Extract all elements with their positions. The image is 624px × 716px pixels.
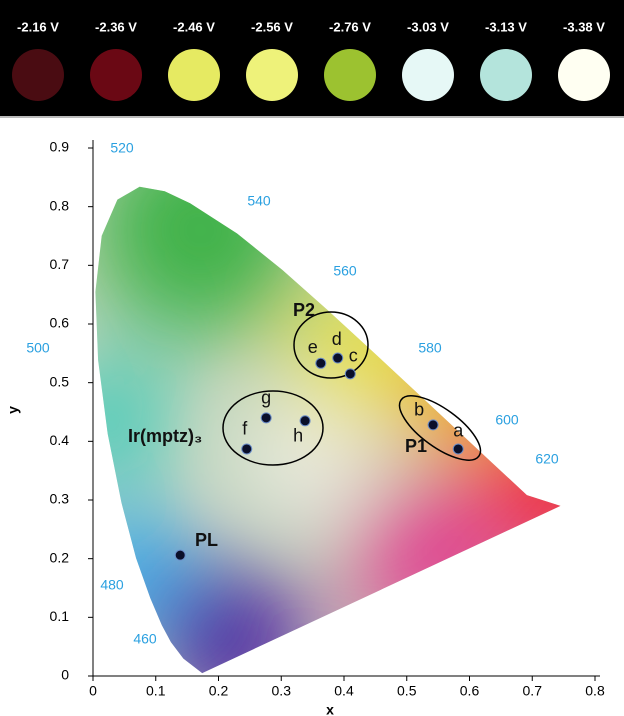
y-tick-label: 0.7 <box>50 256 70 272</box>
wavelength-label: 560 <box>333 263 357 279</box>
photo-label: -2.76 V <box>329 19 371 34</box>
group-ellipse <box>398 395 482 461</box>
point-label: b <box>414 400 424 420</box>
photo <box>246 49 298 101</box>
point-label: c <box>349 346 358 366</box>
point <box>452 443 464 455</box>
point-label: a <box>453 421 464 441</box>
photo <box>558 49 610 101</box>
point-label: f <box>242 419 248 439</box>
point <box>315 357 327 369</box>
group-label: P1 <box>405 436 427 456</box>
point <box>332 352 344 364</box>
y-axis-label: y <box>5 406 21 414</box>
x-tick-label: 0.2 <box>209 683 229 699</box>
y-tick-label: 0.5 <box>50 373 70 389</box>
photo-label: -2.46 V <box>173 19 215 34</box>
y-tick-label: 0.6 <box>50 315 70 331</box>
photo <box>90 49 142 101</box>
wavelength-label: 500 <box>26 340 50 356</box>
photo <box>324 49 376 101</box>
photo <box>12 49 64 101</box>
photo-label: -3.13 V <box>485 19 527 34</box>
point <box>241 443 253 455</box>
photo-label: -3.03 V <box>407 19 449 34</box>
wavelength-label: 580 <box>418 340 442 356</box>
y-tick-label: 0.2 <box>50 549 70 565</box>
x-tick-label: 0 <box>89 683 97 699</box>
wavelength-label: 540 <box>247 193 271 209</box>
photo-label: -2.36 V <box>95 19 137 34</box>
x-tick-label: 0.7 <box>523 683 543 699</box>
wavelength-label: 620 <box>535 451 559 467</box>
point <box>260 412 272 424</box>
point <box>174 549 186 561</box>
y-tick-label: 0.4 <box>50 432 70 448</box>
photo <box>168 49 220 101</box>
group-label: PL <box>195 530 218 550</box>
point-label: g <box>261 388 271 408</box>
x-tick-label: 0.6 <box>460 683 480 699</box>
photo <box>402 49 454 101</box>
cie-gamut <box>95 186 561 674</box>
group-ellipse <box>222 390 324 466</box>
wavelength-label: 480 <box>100 577 124 593</box>
point-label: d <box>332 329 342 349</box>
x-tick-label: 0.1 <box>146 683 166 699</box>
x-tick-label: 0.3 <box>272 683 292 699</box>
group-label: P2 <box>293 300 315 320</box>
photo-strip <box>0 0 624 116</box>
point <box>299 415 311 427</box>
y-tick-label: 0.3 <box>50 491 70 507</box>
photo <box>480 49 532 101</box>
x-tick-label: 0.5 <box>397 683 417 699</box>
y-tick-label: 0.1 <box>50 608 70 624</box>
y-tick-label: 0 <box>61 667 69 683</box>
group-ellipse <box>293 311 369 379</box>
point-label: e <box>308 337 318 357</box>
group-label: Ir(mptz)₃ <box>128 426 202 446</box>
y-tick-label: 0.9 <box>50 139 70 155</box>
point-label: h <box>293 426 303 446</box>
point <box>427 419 439 431</box>
y-tick-label: 0.8 <box>50 197 70 213</box>
point <box>344 368 356 380</box>
x-tick-label: 0.4 <box>334 683 354 699</box>
wavelength-label: 600 <box>495 412 519 428</box>
x-tick-label: 0.8 <box>585 683 605 699</box>
photo-label: -2.16 V <box>17 19 59 34</box>
x-axis-label: x <box>326 702 334 716</box>
wavelength-label: 460 <box>133 631 157 647</box>
wavelength-label: 520 <box>110 140 134 156</box>
photo-label: -3.38 V <box>563 19 605 34</box>
photo-label: -2.56 V <box>251 19 293 34</box>
